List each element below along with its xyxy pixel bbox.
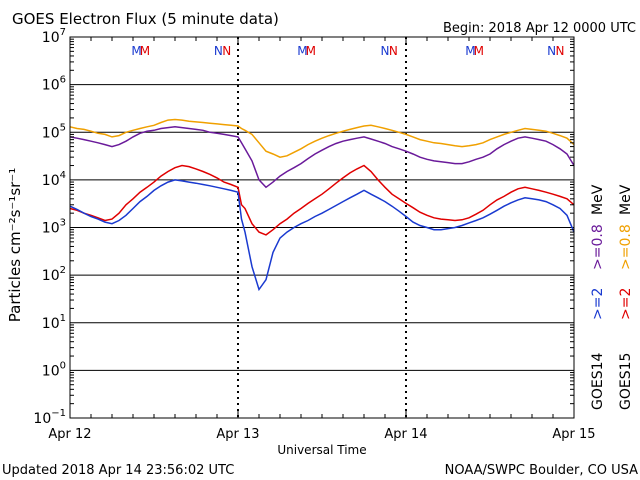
noon-marker-m-goes14: M: [297, 44, 307, 58]
y-tick-label: 103: [42, 218, 66, 237]
noon-marker-n-goes15: N: [389, 44, 398, 58]
credit-label: NOAA/SWPC Boulder, CO USA: [445, 463, 638, 478]
y-tick-label: 100: [42, 360, 66, 379]
y-tick-label: 107: [42, 27, 66, 46]
noon-marker-n-goes15: N: [222, 44, 231, 58]
legend-goes15-gt2: >=2: [618, 288, 634, 320]
legend-goes15-label: GOES15: [618, 353, 634, 410]
noon-marker-m-goes14: M: [465, 44, 475, 58]
legend: GOES14 >=2 >=0.8 MeV GOES15 >=2 >=0.8 Me…: [590, 184, 634, 410]
legend-goes14-label: GOES14: [590, 352, 606, 410]
chart-title: GOES Electron Flux (5 minute data): [12, 10, 279, 28]
y-tick-label: 104: [42, 170, 66, 189]
series-line-2: [69, 164, 575, 236]
x-tick-label: Apr 15: [552, 427, 595, 442]
legend-goes14-gt2: >=2: [590, 288, 606, 320]
x-axis: Apr 12 Apr 13 Apr 14 Apr 15: [48, 37, 596, 442]
y-axis: 107 106 105 104 103 102 101 100 10−1: [33, 27, 574, 427]
noon-marker-m-goes15: M: [140, 44, 150, 58]
legend-goes15-gt08: >=0.8: [618, 224, 634, 270]
plot-frame: [69, 36, 575, 419]
y-tick-label: 105: [42, 122, 66, 141]
x-axis-label: Universal Time: [277, 443, 366, 457]
y-tick-label: 101: [42, 313, 66, 332]
legend-goes14-unit: MeV: [590, 184, 606, 215]
x-tick-label: Apr 13: [216, 427, 259, 442]
y-tick-label: 106: [42, 75, 66, 94]
noon-marker-n-goes15: N: [556, 44, 565, 58]
begin-label: Begin: 2018 Apr 12 0000 UTC: [443, 21, 636, 36]
y-tick-label: 102: [42, 265, 66, 284]
series-layer: [69, 118, 575, 292]
noon-markers: M M MM M MN N NN N N: [131, 44, 564, 58]
y-axis-label: Particles cm⁻²s⁻¹sr⁻¹: [6, 168, 24, 322]
noon-marker-n-goes14: N: [547, 44, 556, 58]
y-tick-label: 10−1: [33, 408, 66, 427]
noon-marker-m-goes15: M: [306, 44, 316, 58]
series-line-3: [69, 179, 575, 292]
series-line-0: [69, 118, 575, 158]
series-line-1: [69, 126, 575, 189]
noon-marker-m-goes14: M: [131, 44, 141, 58]
x-tick-label: Apr 14: [384, 427, 427, 442]
x-tick-label: Apr 12: [48, 427, 91, 442]
legend-goes14-gt08: >=0.8: [590, 224, 606, 270]
grid-lines: [70, 36, 574, 419]
noon-marker-n-goes14: N: [381, 44, 390, 58]
noon-marker-n-goes14: N: [214, 44, 223, 58]
updated-timestamp: Updated 2018 Apr 14 23:56:02 UTC: [2, 463, 234, 478]
legend-goes15-unit: MeV: [618, 184, 634, 215]
noon-marker-m-goes15: M: [474, 44, 484, 58]
